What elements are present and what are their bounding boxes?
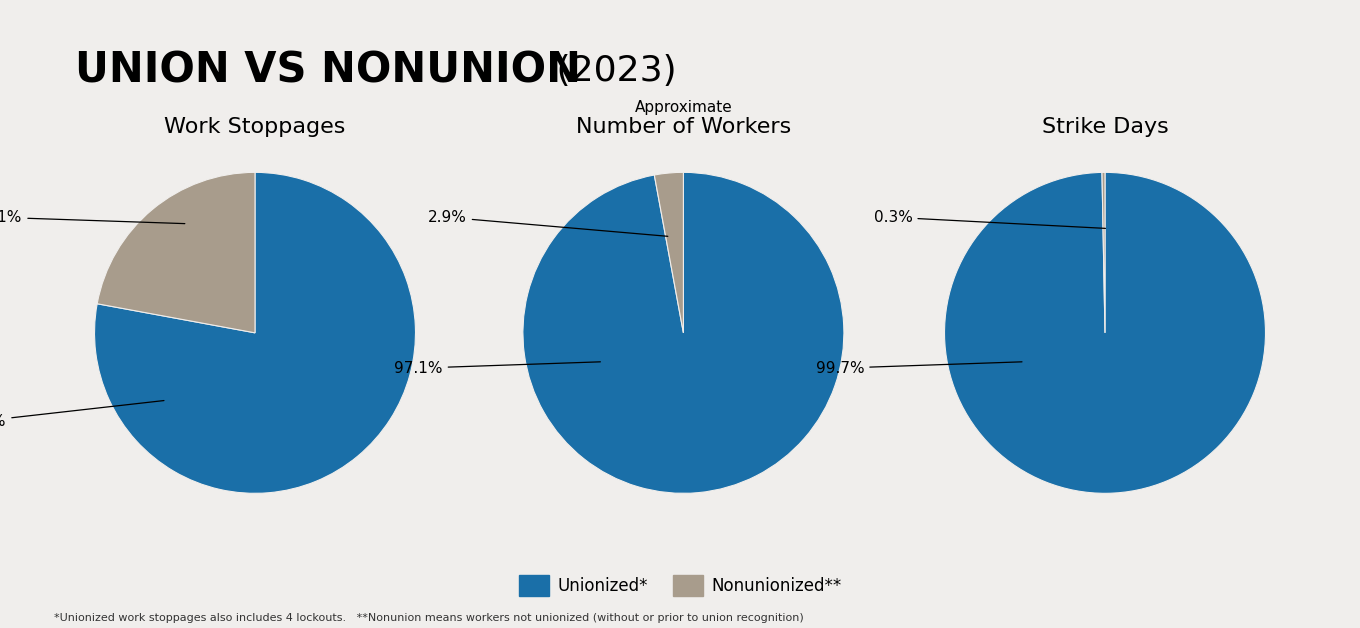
Text: Number of Workers: Number of Workers	[575, 117, 792, 137]
Wedge shape	[1102, 172, 1106, 333]
Wedge shape	[97, 172, 256, 333]
Text: 97.1%: 97.1%	[394, 360, 600, 376]
Wedge shape	[95, 172, 416, 494]
Text: 0.3%: 0.3%	[873, 210, 1106, 229]
Text: 77.9%: 77.9%	[0, 401, 165, 428]
Text: 2.9%: 2.9%	[428, 210, 668, 236]
Text: 22.1%: 22.1%	[0, 210, 185, 225]
Text: Approximate: Approximate	[635, 100, 732, 114]
Text: Work Stoppages: Work Stoppages	[165, 117, 345, 137]
Text: (2023): (2023)	[545, 53, 677, 88]
Text: UNION VS NONUNION: UNION VS NONUNION	[75, 50, 581, 92]
Text: 99.7%: 99.7%	[816, 360, 1021, 376]
Wedge shape	[524, 172, 843, 494]
Text: Strike Days: Strike Days	[1042, 117, 1168, 137]
Legend: Unionized*, Nonunionized**: Unionized*, Nonunionized**	[513, 569, 847, 602]
Wedge shape	[945, 172, 1266, 494]
Text: *Unionized work stoppages also includes 4 lockouts.   **Nonunion means workers n: *Unionized work stoppages also includes …	[54, 613, 804, 623]
Wedge shape	[654, 172, 683, 333]
